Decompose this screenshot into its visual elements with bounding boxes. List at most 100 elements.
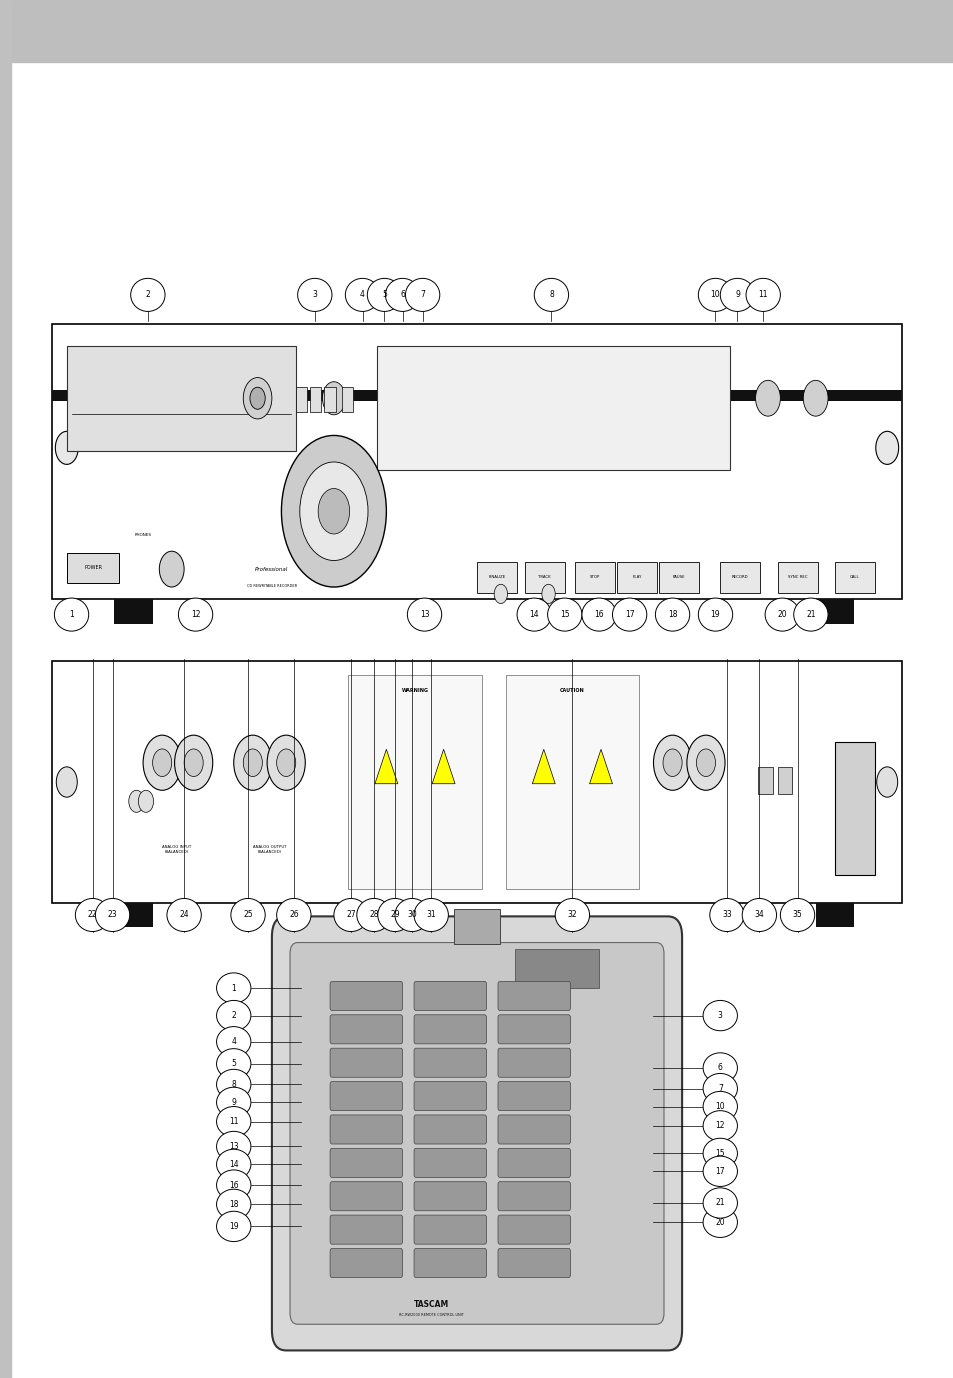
Ellipse shape [764,598,799,631]
Ellipse shape [178,598,213,631]
Ellipse shape [216,1170,251,1200]
Bar [324,387,335,412]
Text: 3: 3 [717,1011,722,1020]
Text: 6: 6 [399,291,405,299]
FancyBboxPatch shape [414,1115,486,1144]
Circle shape [876,766,897,796]
Ellipse shape [702,1000,737,1031]
Text: 28: 28 [369,911,378,919]
Bar [67,553,119,583]
Ellipse shape [216,1107,251,1137]
FancyBboxPatch shape [414,1049,486,1078]
FancyBboxPatch shape [497,1082,570,1111]
Ellipse shape [720,278,754,311]
Text: 34: 34 [754,911,763,919]
Text: 7: 7 [717,1084,722,1093]
Circle shape [802,380,827,416]
Text: CD REWRITABLE RECORDER: CD REWRITABLE RECORDER [247,584,296,587]
Bar [67,346,295,451]
Bar [295,387,307,412]
Ellipse shape [702,1138,737,1169]
Text: 4: 4 [231,1038,236,1046]
Circle shape [243,750,262,777]
Ellipse shape [276,898,311,932]
Ellipse shape [702,1073,737,1104]
Bar [720,562,760,593]
FancyBboxPatch shape [290,943,663,1324]
FancyBboxPatch shape [330,1182,402,1211]
Circle shape [696,750,715,777]
Ellipse shape [356,898,391,932]
Ellipse shape [407,598,441,631]
Ellipse shape [702,1207,737,1237]
Ellipse shape [334,898,368,932]
Text: 27: 27 [346,911,355,919]
Bar [52,661,901,903]
Circle shape [494,584,507,604]
Bar [505,675,639,889]
Circle shape [662,750,681,777]
Ellipse shape [414,898,448,932]
Ellipse shape [780,898,814,932]
FancyBboxPatch shape [414,1082,486,1111]
Circle shape [243,378,272,419]
Text: 29: 29 [390,911,399,919]
Text: 21: 21 [715,1199,724,1207]
Circle shape [541,584,555,604]
FancyBboxPatch shape [497,1248,570,1277]
Text: 8: 8 [232,1080,235,1089]
Ellipse shape [612,598,646,631]
Text: 16: 16 [229,1181,238,1189]
Bar [114,903,152,927]
Bar [0,0,953,62]
Ellipse shape [655,598,689,631]
Ellipse shape [702,1156,737,1186]
Text: 17: 17 [715,1167,724,1175]
Text: 5: 5 [381,291,387,299]
Bar [114,599,152,624]
Circle shape [653,736,691,791]
Text: CALL: CALL [849,576,859,579]
Text: 8: 8 [549,291,553,299]
Ellipse shape [54,598,89,631]
Text: 21: 21 [805,610,815,619]
FancyBboxPatch shape [414,1248,486,1277]
Ellipse shape [216,973,251,1003]
Text: 18: 18 [667,610,677,619]
Text: 22: 22 [88,911,97,919]
FancyBboxPatch shape [330,1148,402,1177]
Ellipse shape [367,278,401,311]
Ellipse shape [297,278,332,311]
FancyBboxPatch shape [330,1014,402,1045]
Text: 11: 11 [229,1118,238,1126]
Text: 23: 23 [108,911,117,919]
Circle shape [267,736,305,791]
Circle shape [152,750,172,777]
Circle shape [56,766,77,796]
FancyBboxPatch shape [414,981,486,1010]
Text: ANALOG OUTPUT
(BALANCED): ANALOG OUTPUT (BALANCED) [253,845,287,854]
FancyBboxPatch shape [330,1215,402,1244]
Text: 30: 30 [407,911,416,919]
Circle shape [281,435,386,587]
Text: 18: 18 [229,1200,238,1209]
Bar [476,562,517,593]
Text: RECORD: RECORD [731,576,748,579]
Bar [815,903,853,927]
Ellipse shape [216,1189,251,1220]
Circle shape [138,791,153,813]
Text: 26: 26 [289,911,298,919]
Ellipse shape [702,1091,737,1122]
Text: ANALOG INPUT
(BALANCED): ANALOG INPUT (BALANCED) [162,845,191,854]
Bar [52,324,901,599]
Bar [348,675,481,889]
Text: 19: 19 [710,610,720,619]
Circle shape [755,380,780,416]
Text: 7: 7 [419,291,425,299]
Circle shape [174,736,213,791]
Text: PAUSE: PAUSE [672,576,685,579]
Circle shape [317,489,349,535]
Bar [310,387,321,412]
FancyBboxPatch shape [330,1082,402,1111]
Text: 35: 35 [792,911,801,919]
